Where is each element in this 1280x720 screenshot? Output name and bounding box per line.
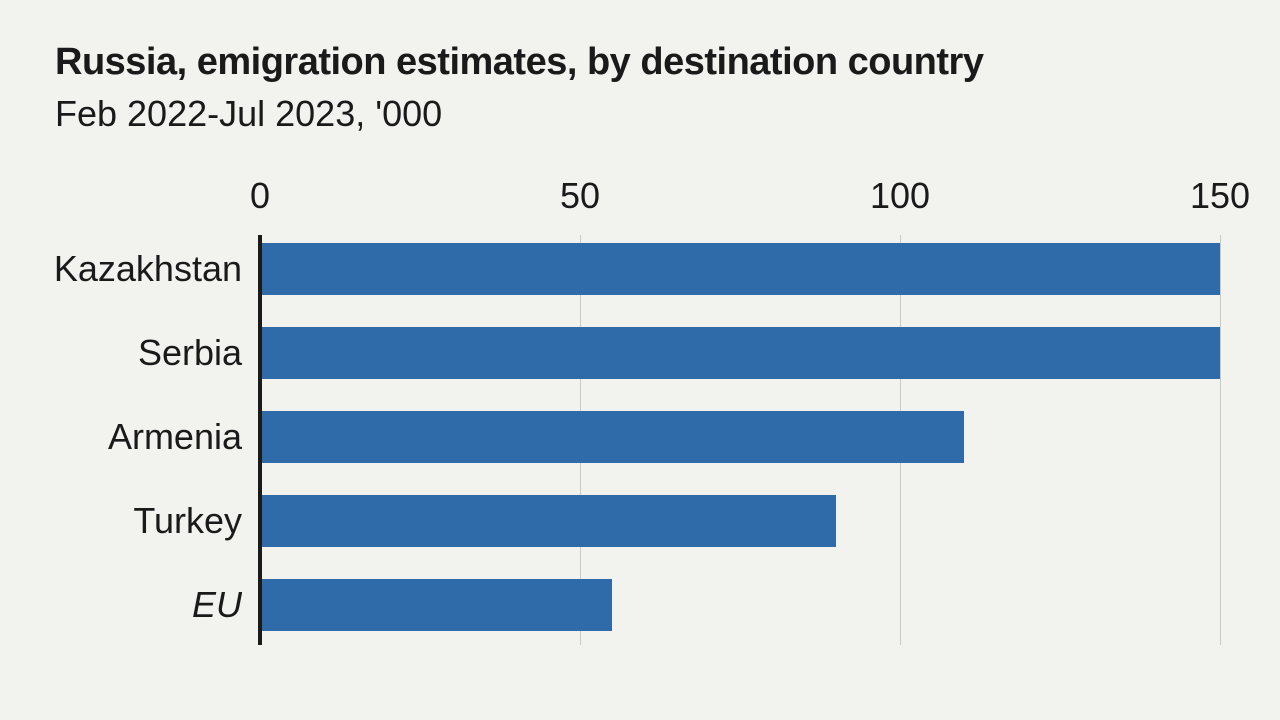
x-tick-label: 150	[1190, 175, 1250, 217]
bar-row: Serbia	[55, 327, 1225, 379]
plot-area: Kazakhstan Serbia Armenia Turkey EU	[55, 235, 1225, 645]
bar	[262, 327, 1220, 379]
x-tick-label: 50	[560, 175, 600, 217]
x-tick-label: 0	[250, 175, 270, 217]
bar	[262, 411, 964, 463]
bar-row: Turkey	[55, 495, 1225, 547]
bar-row: Armenia	[55, 411, 1225, 463]
bar	[262, 243, 1220, 295]
chart-subtitle: Feb 2022-Jul 2023, '000	[55, 92, 1225, 135]
category-label: Turkey	[133, 500, 242, 542]
bar-row: EU	[55, 579, 1225, 631]
category-label: Kazakhstan	[54, 248, 242, 290]
bar	[262, 579, 612, 631]
category-label: Armenia	[108, 416, 242, 458]
chart-area: 050100150 KazakhstanSerbiaArmeniaTurkeyE…	[55, 175, 1225, 655]
bar-row: Kazakhstan	[55, 243, 1225, 295]
category-label: Serbia	[138, 332, 242, 374]
x-tick-label: 100	[870, 175, 930, 217]
category-label: EU	[192, 584, 242, 626]
bar	[262, 495, 836, 547]
chart-title: Russia, emigration estimates, by destina…	[55, 40, 1225, 86]
x-axis: 050100150	[55, 175, 1225, 235]
